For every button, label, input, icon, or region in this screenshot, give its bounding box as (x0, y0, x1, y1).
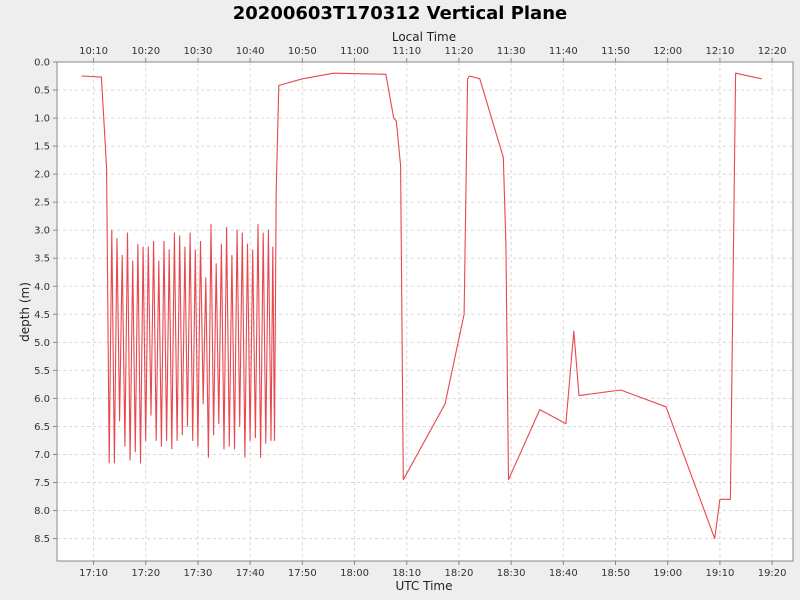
top-axis-title: Local Time (392, 30, 456, 44)
axes (53, 58, 794, 565)
y-tick-label: 4.5 (34, 310, 50, 321)
x-tick-label: 18:10 (392, 568, 421, 579)
y-tick-label: 1.5 (34, 142, 50, 153)
x-tick-label: 18:50 (601, 568, 630, 579)
x-tick-label: 19:00 (653, 568, 682, 579)
x2-tick-label: 10:50 (288, 46, 317, 57)
x2-tick-label: 11:50 (601, 46, 630, 57)
x-tick-label: 17:20 (131, 568, 160, 579)
x-tick-label: 18:30 (497, 568, 526, 579)
x2-tick-label: 11:40 (549, 46, 578, 57)
y-tick-label: 8.5 (34, 534, 50, 545)
y-tick-label: 5.5 (34, 366, 50, 377)
x2-tick-label: 11:10 (392, 46, 421, 57)
y-tick-label: 3.5 (34, 254, 50, 265)
x-tick-label: 18:00 (340, 568, 369, 579)
y-tick-label: 0.0 (34, 58, 50, 69)
x-tick-label: 18:20 (445, 568, 474, 579)
tick-labels: 17:10 10:10 17:20 10:20 17:30 10:30 17:40 10:40… (34, 46, 786, 579)
y-tick-label: 6.5 (34, 422, 50, 433)
y-tick-label: 7.0 (34, 450, 50, 461)
x2-tick-label: 11:20 (445, 46, 474, 57)
x2-tick-label: 12:00 (653, 46, 682, 57)
y-tick-label: 7.5 (34, 478, 50, 489)
x2-tick-label: 12:10 (706, 46, 735, 57)
x-tick-label: 17:10 (79, 568, 108, 579)
y-axis-title: depth (m) (18, 282, 32, 342)
series-group (81, 72, 762, 540)
x2-tick-label: 10:30 (184, 46, 213, 57)
x-tick-label: 17:50 (288, 568, 317, 579)
plot-area (57, 62, 793, 561)
x-tick-label: 17:30 (184, 568, 213, 579)
x-tick-label: 18:40 (549, 568, 578, 579)
y-tick-label: 2.5 (34, 198, 50, 209)
y-tick-label: 2.0 (34, 170, 50, 181)
chart-title: 20200603T170312 Vertical Plane (233, 3, 567, 24)
x2-tick-label: 11:00 (340, 46, 369, 57)
depth-series-line (81, 72, 762, 540)
y-tick-label: 6.0 (34, 394, 50, 405)
y-tick-label: 0.5 (34, 86, 50, 97)
x2-tick-label: 11:30 (497, 46, 526, 57)
x-tick-label: 19:10 (706, 568, 735, 579)
x-tick-label: 17:40 (236, 568, 265, 579)
grid-lines (57, 61, 793, 561)
x2-tick-label: 10:20 (131, 46, 160, 57)
x2-tick-label: 12:20 (758, 46, 787, 57)
y-tick-label: 4.0 (34, 282, 50, 293)
y-tick-label: 1.0 (34, 114, 50, 125)
x-axis-title: UTC Time (396, 579, 453, 593)
y-tick-label: 5.0 (34, 338, 50, 349)
x2-tick-label: 10:10 (79, 46, 108, 57)
x2-tick-label: 10:40 (236, 46, 265, 57)
y-tick-label: 3.0 (34, 226, 50, 237)
x-tick-label: 19:20 (758, 568, 787, 579)
y-tick-label: 8.0 (34, 506, 50, 517)
plot-border (56, 61, 794, 562)
